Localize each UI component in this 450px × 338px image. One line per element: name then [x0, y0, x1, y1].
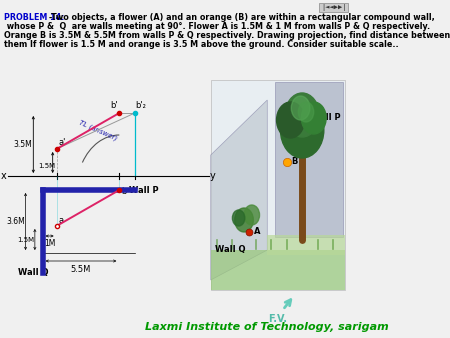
- Text: |◄◄▶▶|: |◄◄▶▶|: [321, 4, 346, 11]
- Text: 5.5M: 5.5M: [71, 266, 91, 274]
- Polygon shape: [211, 250, 345, 290]
- Text: 1.5M: 1.5M: [17, 237, 34, 242]
- Text: A: A: [254, 227, 261, 237]
- Text: whose P &  Q  are walls meeting at 90°. Flower A is 1.5M & 1 M from walls P & Q : whose P & Q are walls meeting at 90°. Fl…: [4, 22, 430, 31]
- Text: b: b: [121, 187, 126, 196]
- Circle shape: [280, 102, 324, 158]
- Text: y: y: [210, 171, 216, 181]
- Text: B: B: [291, 156, 297, 166]
- Text: 3.5M: 3.5M: [13, 140, 32, 149]
- Circle shape: [285, 93, 319, 137]
- Text: 3.6M: 3.6M: [6, 217, 25, 226]
- Circle shape: [232, 210, 245, 226]
- Circle shape: [244, 205, 260, 225]
- Text: F.V.: F.V.: [268, 314, 287, 324]
- Text: them If flower is 1.5 M and orange is 3.5 M above the ground. Consider suitable : them If flower is 1.5 M and orange is 3.…: [4, 40, 399, 49]
- Polygon shape: [267, 235, 345, 255]
- Circle shape: [298, 102, 314, 122]
- Text: Laxmi Institute of Technology, sarigam: Laxmi Institute of Technology, sarigam: [145, 322, 389, 332]
- Text: x: x: [0, 171, 6, 181]
- Polygon shape: [211, 100, 267, 280]
- Text: a: a: [58, 216, 63, 225]
- Circle shape: [302, 102, 326, 134]
- Circle shape: [235, 208, 253, 232]
- Text: TL (answer): TL (answer): [78, 119, 119, 141]
- Circle shape: [291, 96, 310, 120]
- Text: b'₂: b'₂: [135, 101, 146, 110]
- Text: 1M: 1M: [44, 240, 55, 248]
- Text: Wall P: Wall P: [311, 113, 341, 122]
- Circle shape: [277, 102, 305, 138]
- Text: Orange B is 3.5M & 5.5M from walls P & Q respectively. Drawing projection, find : Orange B is 3.5M & 5.5M from walls P & Q…: [4, 31, 450, 40]
- Bar: [275, 82, 343, 237]
- Text: Wall P: Wall P: [129, 186, 158, 195]
- Text: a': a': [58, 138, 66, 147]
- Bar: [211, 80, 345, 290]
- Text: Wall Q: Wall Q: [216, 245, 246, 254]
- Text: b': b': [110, 101, 118, 110]
- Text: PROBLEM 14:: PROBLEM 14:: [4, 13, 64, 22]
- Text: Wall Q: Wall Q: [18, 268, 49, 277]
- Text: 1.5M: 1.5M: [38, 163, 55, 169]
- Text: -Two objects, a flower (A) and an orange (B) are within a rectangular compound w: -Two objects, a flower (A) and an orange…: [49, 13, 435, 22]
